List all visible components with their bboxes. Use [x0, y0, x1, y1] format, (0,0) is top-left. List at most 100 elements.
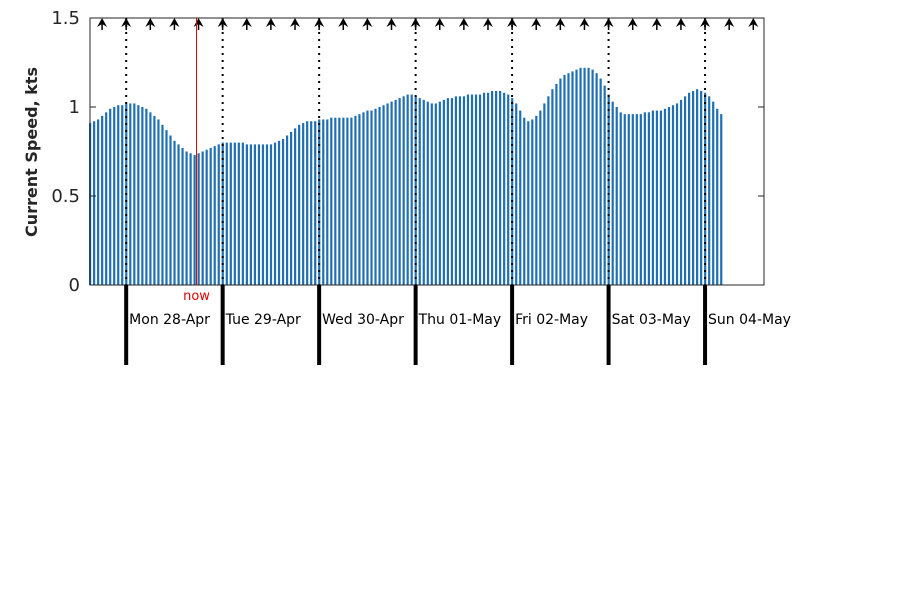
speed-bar: [406, 94, 409, 285]
y-tick-label: 1: [69, 97, 80, 118]
speed-bar: [298, 124, 301, 285]
speed-bar: [422, 99, 425, 285]
direction-arrow-icon: [145, 18, 156, 30]
day-label: Sat 03-May: [612, 312, 691, 328]
speed-bar: [346, 117, 349, 286]
speed-bar: [213, 146, 216, 285]
speed-bar: [615, 107, 618, 285]
speed-bar: [704, 92, 707, 285]
direction-arrow-icon: [410, 18, 421, 30]
speed-bar: [434, 103, 437, 285]
direction-arrow-icon: [217, 18, 228, 30]
speed-bar: [683, 96, 687, 285]
day-axis: Mon 28-Apr Tue 29-Apr Wed 30-Apr Thu 01-May…: [124, 285, 791, 365]
speed-bar: [249, 144, 252, 285]
direction-arrow-icon: [338, 18, 349, 30]
speed-bar: [189, 153, 192, 285]
speed-bar: [430, 103, 433, 285]
speed-bar: [687, 92, 691, 285]
speed-bar: [418, 98, 421, 285]
speed-bar: [105, 112, 108, 285]
speed-bar: [692, 90, 695, 285]
speed-bar: [438, 101, 441, 285]
speed-bar: [157, 119, 160, 286]
speed-bar: [149, 112, 152, 285]
speed-bar: [225, 142, 228, 285]
speed-bar: [587, 67, 590, 285]
speed-bar: [466, 94, 470, 285]
speed-bar: [358, 114, 361, 286]
direction-arrow-icon: [579, 18, 590, 30]
speed-bar: [109, 108, 112, 285]
speed-bar: [474, 94, 478, 285]
speed-bar: [117, 105, 120, 285]
direction-arrow-icon: [362, 18, 373, 30]
speed-bar: [503, 92, 506, 285]
speed-bar: [173, 140, 176, 285]
speed-bar: [671, 105, 675, 285]
direction-arrow-icon: [627, 18, 638, 30]
speed-bar: [197, 153, 200, 285]
speed-bar: [294, 128, 297, 285]
speed-bar: [507, 94, 510, 285]
speed-bar: [398, 98, 401, 285]
speed-bar: [366, 110, 369, 285]
day-label: Sun 04-May: [708, 312, 791, 328]
speed-bar: [185, 151, 188, 285]
speed-bar: [708, 96, 711, 285]
speed-bar: [627, 114, 630, 286]
speed-bar: [265, 144, 269, 285]
speed-bar: [567, 73, 570, 286]
speed-bar: [205, 149, 208, 285]
speed-bar: [450, 98, 453, 285]
speed-bar: [491, 90, 494, 285]
midnight-dotted-lines: [125, 18, 707, 285]
speed-bar: [515, 103, 518, 285]
direction-arrow-icon: [700, 18, 711, 30]
direction-arrow-icon: [482, 18, 493, 30]
speed-bar: [322, 119, 325, 286]
speed-bar: [273, 142, 277, 285]
direction-arrow-icon: [314, 18, 325, 30]
speed-bar: [217, 144, 220, 285]
speed-bar: [169, 135, 172, 285]
speed-bar: [145, 108, 148, 285]
speed-bar: [241, 142, 244, 285]
plot-area-frame: [89, 17, 765, 286]
speed-bar: [285, 135, 289, 285]
now-marker: now: [183, 18, 210, 304]
speed-bar: [269, 144, 273, 285]
speed-bar: [181, 147, 184, 285]
speed-bar: [454, 96, 458, 285]
speed-bar: [350, 117, 353, 286]
speed-bar: [442, 99, 445, 285]
speed-bar: [716, 108, 719, 285]
speed-bar: [318, 119, 321, 286]
speed-bar: [209, 147, 212, 285]
direction-arrow-icon: [386, 18, 397, 30]
speed-bar: [543, 103, 546, 285]
speed-bar: [394, 99, 397, 285]
speed-bar: [547, 96, 550, 285]
speed-bar: [129, 103, 132, 285]
speed-bar: [257, 144, 261, 285]
speed-bar: [611, 101, 614, 285]
direction-arrows: [97, 18, 759, 30]
speed-bar: [623, 114, 626, 286]
speed-bar: [639, 114, 642, 286]
direction-arrow-icon: [458, 18, 469, 30]
speed-bar: [137, 105, 140, 285]
speed-bar: [470, 94, 474, 285]
speed-bar: [575, 69, 578, 286]
speed-bar: [631, 114, 634, 286]
speed-bar: [314, 121, 317, 286]
direction-arrow-icon: [507, 18, 518, 30]
direction-arrow-icon: [651, 18, 662, 30]
direction-arrow-icon: [724, 18, 735, 30]
speed-bar: [519, 110, 522, 285]
bar-series: [89, 67, 723, 286]
speed-bar: [599, 78, 602, 286]
speed-bar: [141, 107, 144, 285]
speed-bar: [607, 94, 610, 285]
